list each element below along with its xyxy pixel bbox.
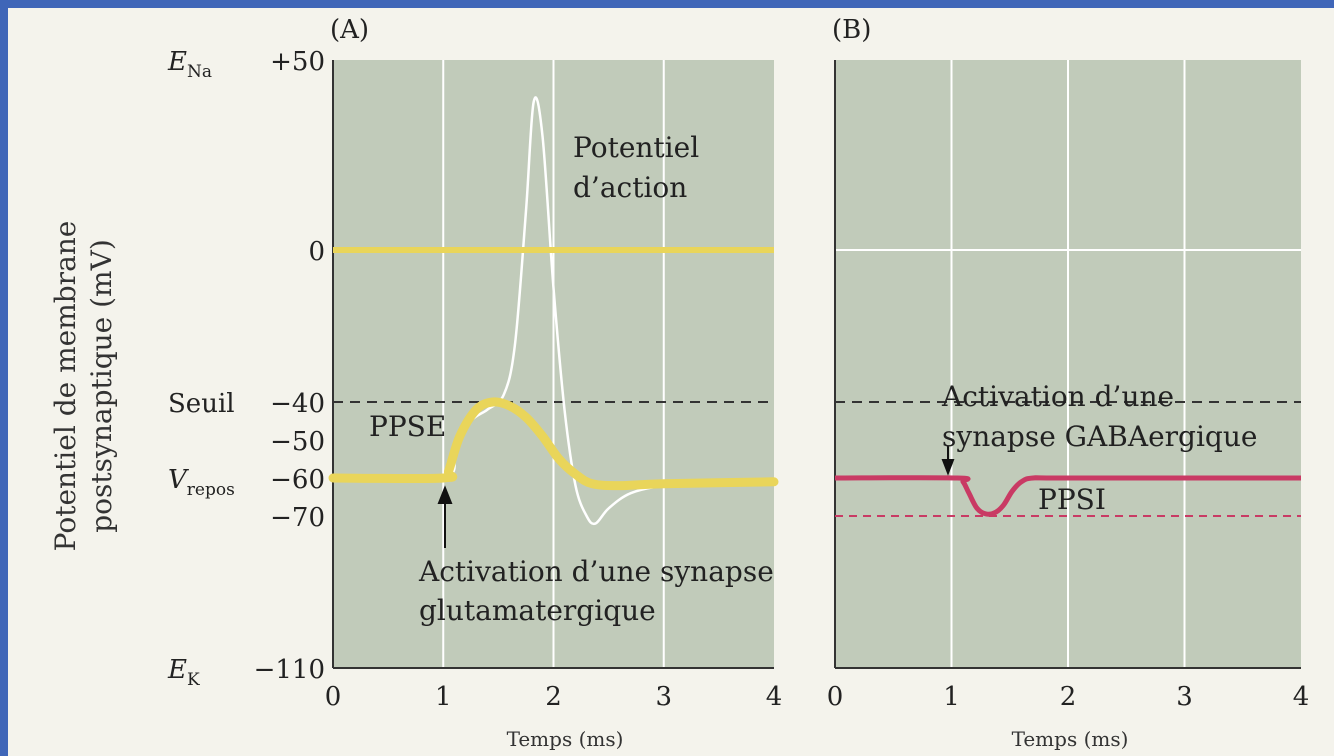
gabaergic-activation-label-line-2: synapse GABAergique	[942, 420, 1257, 453]
y-tick-name-subscript-6: K	[187, 670, 200, 690]
ppsi-curve	[834, 475, 1301, 517]
y-tick-label-4: −60	[270, 465, 325, 495]
panel-a-arrow-head	[437, 485, 453, 504]
y-tick-name-4: Vrepos	[168, 465, 235, 500]
panel-b-x-tick-4: 4	[1293, 682, 1310, 712]
ppse-label: PPSE	[369, 410, 446, 443]
panel-a-x-tick-4: 4	[766, 682, 783, 712]
y-tick-label-3: −50	[270, 427, 325, 457]
y-tick-name-symbol-4: V	[168, 465, 189, 495]
panel-b-axes	[834, 60, 1301, 669]
panel-a-axes	[332, 60, 774, 669]
figure-frame: (A) (B) Potentiel de membrane postsynapt…	[8, 8, 1334, 756]
y-tick-name-subscript-4: repos	[187, 480, 235, 500]
y-tick-label-0: +50	[270, 47, 325, 77]
gabaergic-activation-label-line-1: Activation d’une	[941, 380, 1174, 413]
y-tick-name-2: Seuil	[168, 389, 235, 419]
panel-b-x-ticks: 0 1 2 3 4	[827, 682, 1310, 712]
panel-b-x-tick-0: 0	[827, 682, 844, 712]
y-tick-name-symbol-6: E	[167, 655, 187, 685]
panel-a-x-tick-1: 1	[435, 682, 452, 712]
action-potential-label-line-1: Potentiel	[573, 131, 699, 164]
y-tick-name-6: EK	[167, 655, 200, 690]
figure-svg: (A) (B) Potentiel de membrane postsynapt…	[49, 15, 1310, 751]
y-tick-label-1: 0	[308, 237, 325, 267]
y-tick-label-6: −110	[254, 655, 325, 685]
action-potential-label-line-2: d’action	[573, 171, 687, 204]
panel-a-gridlines	[442, 60, 665, 668]
panel-a-x-ticks: 0 1 2 3 4	[325, 682, 783, 712]
y-axis-title-line-1: Potentiel de membrane	[49, 221, 82, 552]
panel-b-x-tick-1: 1	[943, 682, 960, 712]
y-tick-label-2: −40	[270, 389, 325, 419]
panel-a-x-axis-title: Temps (ms)	[507, 727, 624, 751]
panel-a-label: (A)	[330, 15, 369, 45]
panel-b-activation-arrow	[941, 446, 955, 476]
panel-a-activation-arrow	[437, 485, 453, 548]
panel-b-x-tick-3: 3	[1176, 682, 1193, 712]
panel-a-x-tick-0: 0	[325, 682, 342, 712]
y-tick-label-5: −70	[270, 503, 325, 533]
ppsi-label: PPSI	[1038, 483, 1106, 516]
panel-b-arrow-head	[941, 459, 955, 476]
y-tick-name-symbol-0: E	[167, 47, 187, 77]
panel-a-x-tick-3: 3	[655, 682, 672, 712]
panel-b-x-axis-title: Temps (ms)	[1012, 727, 1129, 751]
glutamatergic-activation-label-line-2: glutamatergique	[419, 594, 656, 627]
glutamatergic-activation-label-line-1: Activation d’une synapse	[418, 555, 774, 588]
panel-a-x-tick-2: 2	[545, 682, 562, 712]
y-tick-name-0: ENa	[167, 47, 212, 82]
ppse-curve	[328, 397, 779, 491]
panel-b-gridlines	[835, 60, 1301, 668]
y-tick-name-subscript-0: Na	[187, 62, 212, 82]
y-axis-title-line-2: postsynaptique (mV)	[85, 239, 118, 533]
panel-b-label: (B)	[832, 15, 871, 45]
panel-b-x-tick-2: 2	[1060, 682, 1077, 712]
